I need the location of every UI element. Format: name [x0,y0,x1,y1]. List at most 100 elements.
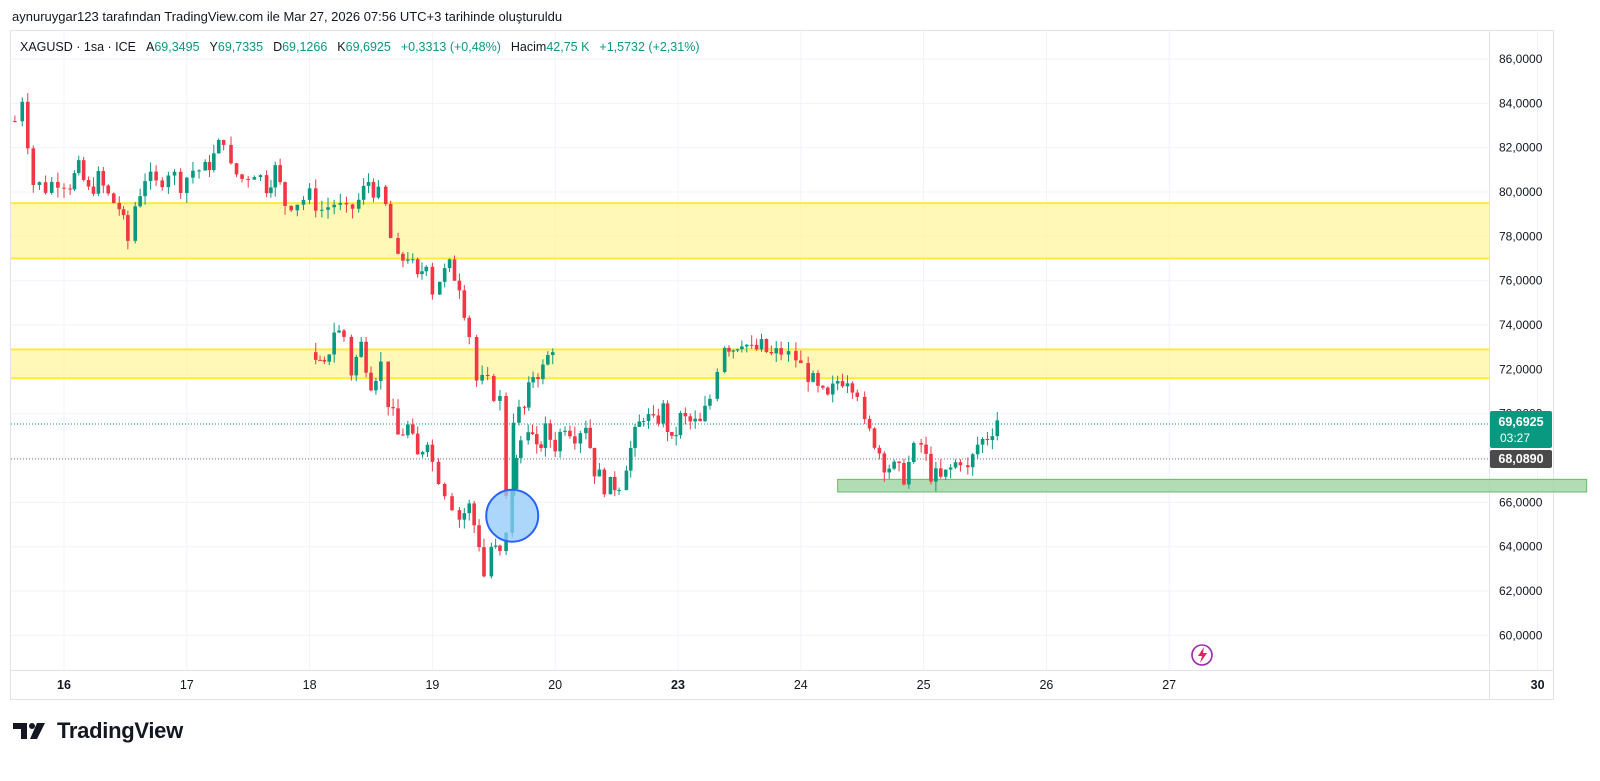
candle-body [273,165,278,188]
candle-body [96,171,101,194]
time-tick-label: 16 [57,678,71,692]
candle-body [550,352,555,355]
candle-body [234,163,239,175]
tradingview-logo[interactable]: TradingView [13,718,183,744]
symbol-legend: XAGUSD · 1sa · ICE A 69,3495 Y 69,7335 D 69… [20,40,709,54]
price-tick-label: 64,0000 [1499,540,1543,554]
candle-body [229,144,233,164]
candle-body [436,461,441,484]
candle-body [764,339,769,352]
candle-body [332,332,336,355]
candle-body [160,180,165,188]
candle-body [966,465,970,468]
candle-body [462,513,467,520]
price-tick-label: 72,0000 [1499,362,1543,376]
candle-body [326,207,330,210]
candle-body [212,153,216,171]
candle-body [688,416,693,422]
candle-body [376,186,381,198]
candle-body [693,418,697,422]
candle-body [401,253,405,261]
last-price-tag-value: 69,6925 [1498,415,1543,429]
candle-body [794,351,798,361]
candle-body [534,434,539,445]
candle-body [948,467,953,470]
candle-body [25,101,30,149]
candle-body [845,383,850,387]
candle-body [391,407,395,409]
candle-body [806,363,810,382]
time-tick-label: 17 [180,678,194,692]
candle-body [568,430,572,437]
candle-body [442,268,447,282]
candle-body [338,202,343,205]
price-tick-label: 80,0000 [1499,185,1543,199]
candle-body [350,204,355,209]
candle-body [424,266,429,272]
candle-body [887,468,892,473]
price-tick-label: 86,0000 [1499,52,1543,66]
candle-body [396,238,400,254]
candle-body [628,447,633,471]
candle-body [437,281,442,295]
candle-body [374,380,378,391]
candle-body [318,359,322,361]
candle-body [313,352,318,360]
candle-body [799,360,803,364]
candle-body [457,280,462,291]
candle-body [850,383,855,393]
price-tag-layer: 69,6925 03:27 68,0890 [1490,411,1552,468]
candle-body [608,476,613,495]
candle-body [344,202,349,205]
candle-body [840,381,845,387]
candle-body [519,440,523,459]
candle-body [81,160,86,180]
candle-body [504,395,508,496]
candle-body [617,490,621,492]
time-tick-label: 18 [303,678,317,692]
candle-body [740,346,744,350]
candle-body [269,187,273,194]
candle-body [295,204,300,211]
candle-body [722,347,727,372]
candle-body [769,351,774,354]
candle-body [563,430,567,432]
candle-body [462,290,467,318]
candle-body [548,423,553,440]
annotation-layer [485,488,1213,666]
candle-body [683,412,688,417]
candle-body [708,398,712,406]
time-tick-label: 23 [671,678,685,692]
candle-body [425,444,430,453]
candle-body [31,148,36,185]
candle-body [735,349,740,351]
candle-body [111,193,116,203]
candle-body [289,205,293,211]
legend-volume-value: 42,75 K [546,40,590,54]
candle-body [359,341,363,357]
time-tick-label: 30 [1531,678,1545,692]
event-icon-bolt [1198,647,1207,663]
candle-body [406,259,410,261]
candle-body [430,444,435,462]
legend-close-label: K [337,40,346,54]
candle-body [388,204,393,239]
price-tick-label: 82,0000 [1499,141,1543,155]
candle-body [450,496,454,511]
candle-body [641,421,646,423]
candle-body [126,215,130,241]
candle-body [938,468,943,477]
legend-open-value: 69,3495 [154,40,200,54]
candle-body [541,364,545,380]
candle-body [816,373,820,386]
candle-body [62,187,66,189]
zone-layer [11,202,1588,493]
legend-symbol[interactable]: XAGUSD · 1sa · ICE [20,40,136,54]
candle-body [674,435,678,437]
candle-body [401,434,405,436]
candle-body [958,462,963,466]
candle-body [369,372,373,391]
candle-body [415,259,420,275]
candle-body [727,347,731,352]
